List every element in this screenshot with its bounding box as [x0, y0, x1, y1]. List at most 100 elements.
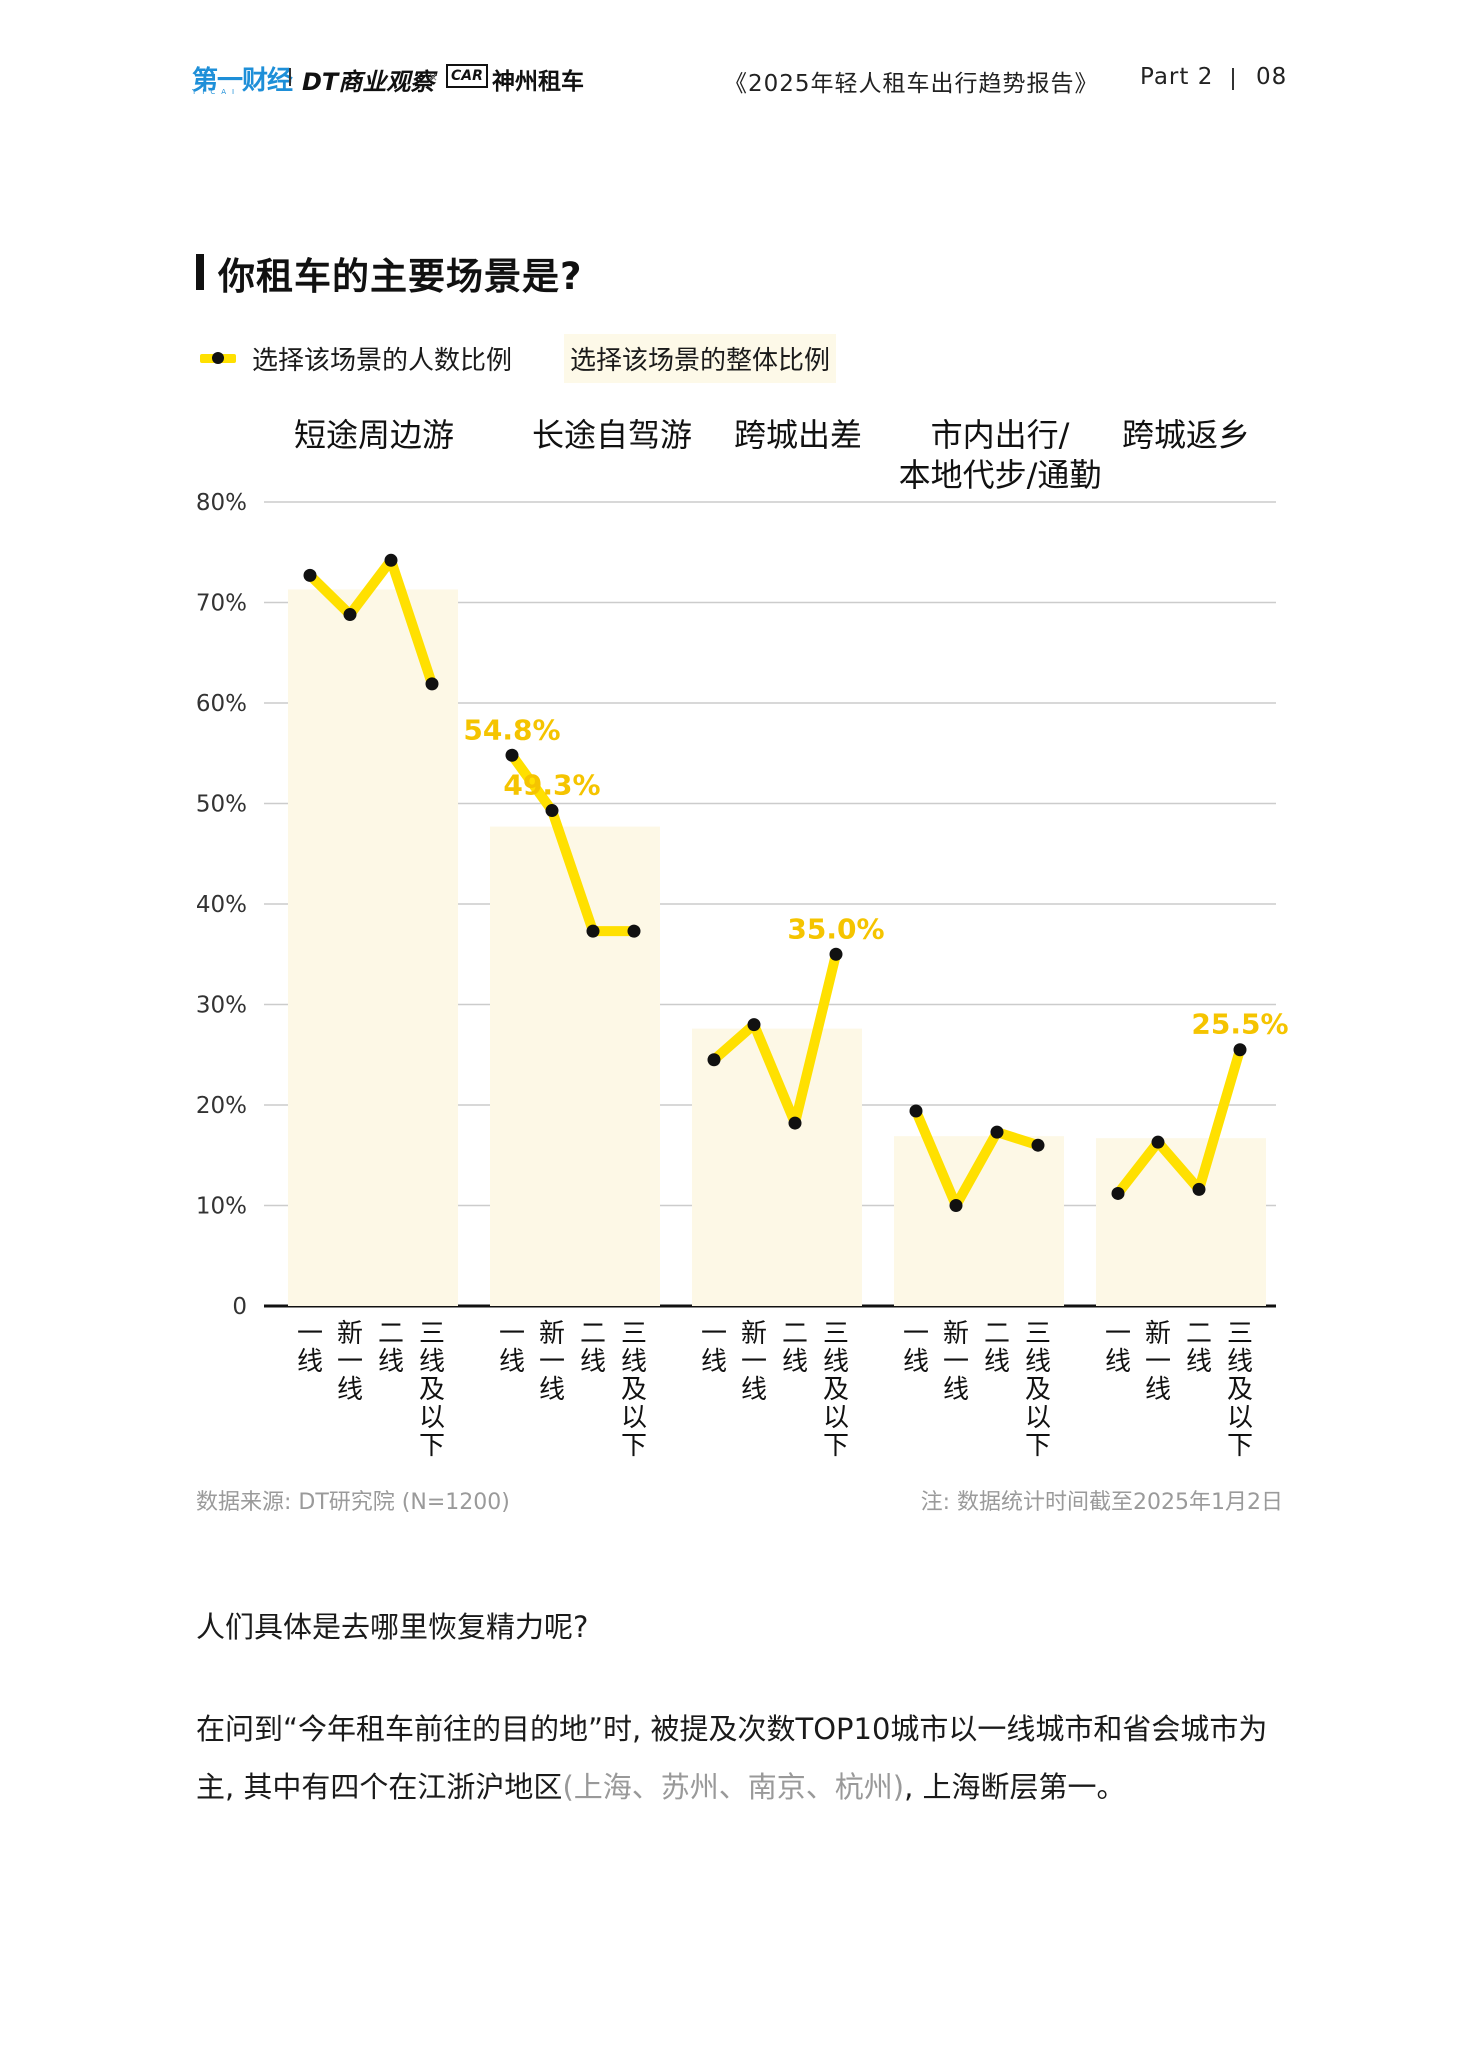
x-sub-label-char: 线 [378, 1347, 404, 1377]
category-label: 跨城出差 [734, 416, 862, 454]
x-sub-label-char: 一 [903, 1319, 929, 1349]
category-label-line: 长途自驾游 [532, 416, 692, 454]
x-sub-label: 一线 [701, 1319, 727, 1377]
category-label-line: 跨城出差 [734, 416, 862, 454]
data-note: 注: 数据统计时间截至2025年1月2日 [920, 1490, 1283, 1515]
lines [305, 555, 1245, 1211]
x-sub-label-char: 新 [539, 1319, 565, 1349]
x-sub-label: 二线 [580, 1319, 606, 1377]
legend-bar-label: 选择该场景的整体比例 [564, 334, 837, 383]
yicai-logo-sub: YICAI [192, 88, 241, 96]
data-point [1031, 1138, 1045, 1152]
category-label-line: 本地代步/通勤 [899, 456, 1102, 494]
bar [490, 826, 660, 1306]
x-sub-label-char: 二 [984, 1319, 1010, 1349]
x-sub-label-char: 下 [1025, 1431, 1051, 1461]
x-sub-label-char: 及 [1025, 1375, 1051, 1405]
category-label-line: 市内出行/ [931, 416, 1070, 454]
data-point [627, 924, 641, 938]
x-sub-label-char: 线 [1105, 1347, 1131, 1377]
paragraph-text-a: 在问到“今年租车前往的目的地”时, 被提及次数TOP10城市以一线城市和省会城市… [196, 1712, 1268, 1804]
series-line [709, 949, 841, 1129]
x-sub-label-char: 线 [1186, 1347, 1212, 1377]
x-sub-label: 一线 [903, 1319, 929, 1377]
data-point [505, 748, 519, 762]
data-source: 数据来源: DT研究院 (N=1200) [196, 1490, 510, 1515]
y-tick-label: 60% [196, 691, 247, 717]
x-sub-label: 三线及以下 [1025, 1319, 1051, 1461]
x-sub-label-char: 线 [499, 1347, 525, 1377]
header-divider [1232, 68, 1234, 90]
y-tick-label: 80% [196, 490, 247, 516]
x-sub-label: 二线 [378, 1319, 404, 1377]
x-sub-label-char: 新 [741, 1319, 767, 1349]
x-sub-label-char: 线 [337, 1375, 363, 1405]
data-point [909, 1104, 923, 1118]
x-sub-label: 二线 [984, 1319, 1010, 1377]
x-sub-label: 三线及以下 [823, 1319, 849, 1461]
x-sub-label-char: 一 [1145, 1347, 1171, 1377]
data-label: 49.3% [503, 769, 600, 802]
data-point [747, 1018, 761, 1032]
data-labels: 54.8% 49.3% 35.0% 25.5% [463, 713, 1288, 1040]
data-point [1151, 1135, 1165, 1149]
x-sub-label-char: 及 [1227, 1375, 1253, 1405]
page-number: 08 [1256, 64, 1288, 90]
x-sub-label-char: 线 [741, 1375, 767, 1405]
x-sub-label-char: 线 [701, 1347, 727, 1377]
title-accent-bar [196, 254, 204, 290]
page-header: 第一财经 YICAI DT商业观察 × CAR 神州租车 《2025年轻人租车出… [0, 58, 1457, 98]
x-sub-label-char: 三 [1025, 1319, 1051, 1349]
x-sub-label-char: 以 [1025, 1403, 1051, 1433]
x-sub-label-char: 一 [741, 1347, 767, 1377]
data-point [1233, 1043, 1247, 1057]
x-sub-label-char: 一 [297, 1319, 323, 1349]
y-tick-label: 0 [232, 1294, 247, 1320]
points [303, 553, 1247, 1212]
data-point [303, 568, 317, 582]
x-sub-label-char: 一 [701, 1319, 727, 1349]
x-sub-label-char: 新 [1145, 1319, 1171, 1349]
x-sub-label-char: 以 [621, 1403, 647, 1433]
x-sub-label-char: 线 [823, 1347, 849, 1377]
y-tick-label: 30% [196, 993, 247, 1019]
x-sub-label-char: 下 [419, 1431, 445, 1461]
x-sub-label-char: 以 [823, 1403, 849, 1433]
x-sub-label-char: 以 [419, 1403, 445, 1433]
y-tick-label: 20% [196, 1093, 247, 1119]
x-sub-label-char: 一 [539, 1347, 565, 1377]
logo-divider [289, 68, 291, 86]
data-point [788, 1116, 802, 1130]
x-sub-label-char: 三 [823, 1319, 849, 1349]
x-sub-label-char: 线 [1227, 1347, 1253, 1377]
category-label-line: 短途周边游 [294, 416, 454, 454]
data-point [1111, 1186, 1125, 1200]
x-sub-label-char: 线 [580, 1347, 606, 1377]
x-sub-label: 新一线 [943, 1319, 969, 1405]
report-title: 《2025年轻人租车出行趋势报告》 [724, 71, 1099, 97]
x-sub-label-char: 线 [539, 1375, 565, 1405]
paragraph-text-b: , 上海断层第一。 [904, 1770, 1126, 1804]
x-sub-label-char: 一 [943, 1347, 969, 1377]
x-sub-label-char: 一 [499, 1319, 525, 1349]
category-label: 市内出行/本地代步/通勤 [899, 416, 1102, 494]
y-tick-label: 50% [196, 792, 247, 818]
x-sub-label: 三线及以下 [1227, 1319, 1253, 1461]
x-sub-label: 一线 [499, 1319, 525, 1377]
x-sub-label-char: 线 [297, 1347, 323, 1377]
paragraph-question: 人们具体是去哪里恢复精力呢? [196, 1610, 589, 1644]
car-logo: 神州租车 [492, 69, 584, 95]
x-sub-label-char: 以 [1227, 1403, 1253, 1433]
legend-dot-swatch [212, 352, 224, 364]
x-sub-label-char: 一 [337, 1347, 363, 1377]
x-sub-label-char: 二 [782, 1319, 808, 1349]
y-tick-label: 70% [196, 591, 247, 617]
bars [288, 589, 1266, 1306]
series-line [1113, 1044, 1245, 1199]
x-sub-label-char: 线 [621, 1347, 647, 1377]
category-label: 短途周边游 [294, 416, 454, 454]
car-logo-mark: CAR [446, 64, 488, 88]
data-point [586, 924, 600, 938]
x-sub-label: 二线 [782, 1319, 808, 1377]
